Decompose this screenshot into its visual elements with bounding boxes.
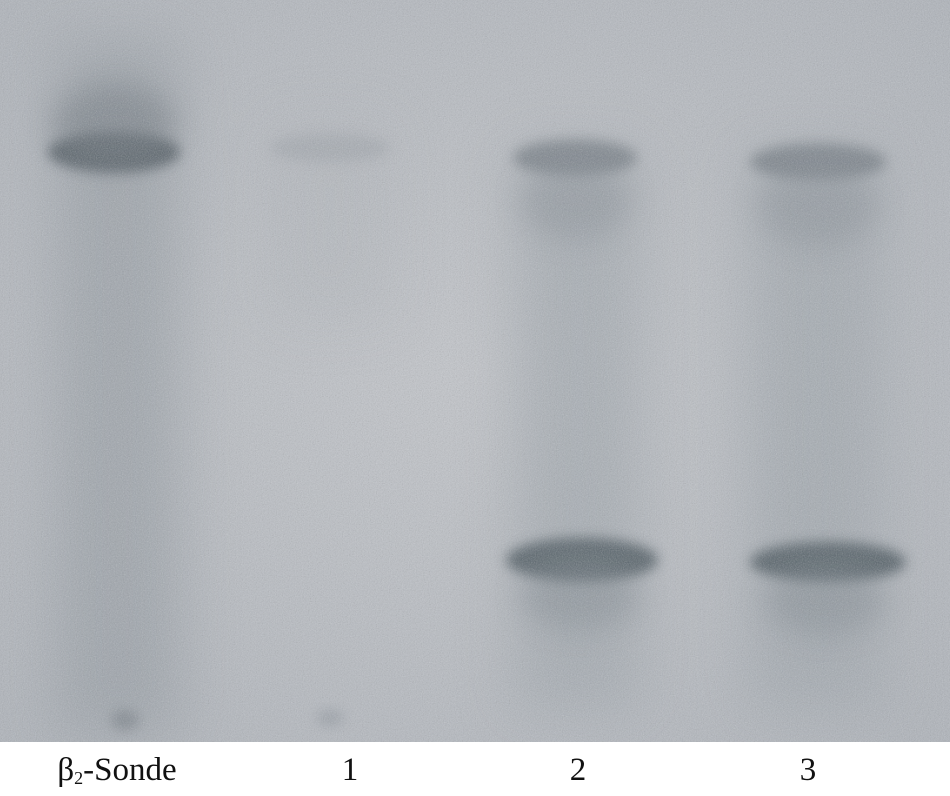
gel-image [0, 0, 950, 742]
lane-label-3: 3 [799, 752, 817, 788]
lane-label-probe-suffix: -Sonde [83, 752, 177, 788]
lane-label-probe-main: β [57, 752, 75, 788]
film-grain [0, 0, 950, 742]
lane-label-probe: β2-Sonde [57, 752, 176, 789]
lane-label-probe-subscript: 2 [74, 768, 84, 788]
lane-label-1: 1 [341, 752, 359, 788]
lane-label-2: 2 [569, 752, 587, 788]
